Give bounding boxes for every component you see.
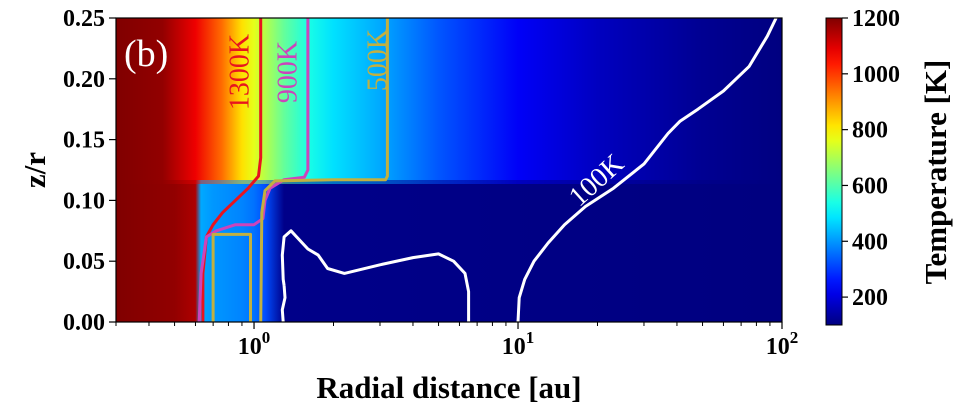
colorbar-tick-label: 400 [852, 229, 888, 255]
y-tick-label: 0.15 [63, 128, 105, 154]
y-tick-label: 0.10 [63, 188, 105, 214]
x-tick-label: 100 [238, 328, 271, 360]
contour-lines [197, 18, 778, 322]
contour-500k-2 [259, 18, 389, 322]
colorbar-title: Temperature [K] [918, 60, 953, 285]
contour-label-500k: 500K [362, 29, 393, 91]
contour-label-1300k: 1300K [224, 34, 255, 110]
contour-label-900k: 900K [272, 41, 303, 103]
colorbar-tick-label: 200 [852, 285, 888, 311]
heatmap-transition-band [116, 176, 782, 184]
y-axis: 0.00 0.05 0.10 0.15 0.20 0.25 [63, 6, 116, 336]
panel-label: (b) [124, 33, 168, 75]
contour-100k-6 [280, 285, 287, 322]
heatmap-upper-region [116, 18, 782, 180]
y-tick-label: 0.20 [63, 67, 105, 93]
y-tick-label: 0.00 [63, 310, 105, 336]
y-tick-label: 0.05 [63, 249, 105, 275]
colorbar-tick-label: 1200 [852, 6, 900, 32]
colorbar [825, 17, 843, 326]
colorbar-ticks: 200 400 600 800 1000 1200 [842, 6, 900, 311]
colorbar-tick-label: 600 [852, 173, 888, 199]
heatmap-midplane-region [116, 180, 782, 322]
y-tick-label: 0.25 [63, 6, 105, 32]
contour-100k-5 [280, 229, 471, 322]
x-axis-title: Radial distance [au] [316, 370, 581, 405]
x-axis: 100 101 102 [115, 322, 799, 360]
x-tick-label: 102 [766, 328, 799, 360]
contour-500k-3 [211, 232, 252, 322]
y-axis-title: z/r [17, 152, 52, 188]
colorbar-tick-label: 1000 [852, 62, 900, 88]
colorbar-tick-label: 800 [852, 118, 888, 144]
x-tick-label: 101 [502, 328, 535, 360]
plot-frame [115, 17, 783, 323]
heatmap-area [116, 18, 782, 322]
contour-100k-4 [516, 18, 778, 322]
